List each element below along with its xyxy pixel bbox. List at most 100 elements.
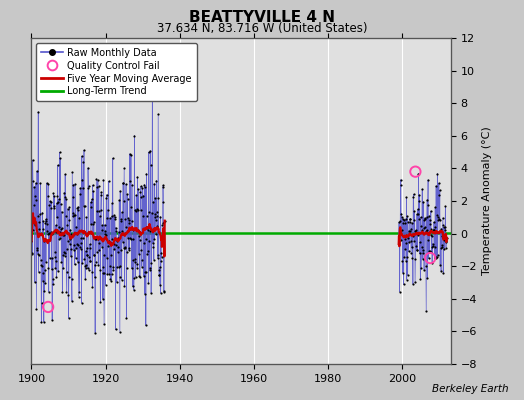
Point — [66, 241, 74, 247]
Point — [52, 274, 61, 280]
Point — [408, 220, 416, 226]
Point — [127, 265, 136, 272]
Point — [52, 200, 61, 206]
Point — [28, 250, 36, 256]
Point — [74, 204, 82, 210]
Point — [406, 216, 414, 222]
Point — [150, 180, 158, 187]
Point — [38, 278, 47, 284]
Point — [118, 209, 126, 215]
Point — [427, 226, 435, 232]
Point — [108, 200, 116, 207]
Point — [111, 214, 119, 220]
Point — [103, 214, 112, 221]
Point — [59, 232, 67, 238]
Point — [419, 198, 428, 205]
Point — [125, 217, 133, 223]
Point — [132, 207, 140, 214]
Point — [80, 202, 88, 209]
Point — [57, 200, 65, 207]
Point — [442, 238, 450, 244]
Point — [78, 260, 86, 266]
Point — [39, 226, 47, 232]
Point — [56, 229, 64, 236]
Point — [103, 192, 111, 198]
Point — [108, 155, 117, 162]
Point — [397, 176, 405, 183]
Point — [135, 237, 144, 243]
Point — [136, 274, 144, 280]
Point — [440, 224, 448, 230]
Point — [79, 234, 87, 241]
Point — [123, 196, 132, 202]
Point — [430, 226, 438, 233]
Point — [31, 180, 40, 186]
Point — [156, 214, 165, 220]
Point — [32, 306, 40, 312]
Point — [71, 261, 79, 268]
Point — [442, 244, 450, 251]
Point — [84, 165, 92, 171]
Point — [49, 203, 58, 210]
Point — [47, 266, 56, 273]
Text: Berkeley Earth: Berkeley Earth — [432, 384, 508, 394]
Point — [429, 240, 437, 247]
Point — [395, 219, 403, 226]
Point — [123, 265, 131, 271]
Point — [35, 269, 43, 275]
Point — [126, 234, 135, 241]
Point — [416, 250, 424, 257]
Point — [56, 235, 64, 241]
Point — [97, 189, 105, 195]
Point — [416, 239, 424, 246]
Point — [144, 226, 152, 233]
Point — [108, 236, 117, 243]
Point — [39, 218, 48, 224]
Point — [69, 210, 78, 216]
Point — [91, 330, 100, 336]
Point — [112, 224, 120, 231]
Point — [83, 252, 91, 258]
Point — [148, 226, 156, 233]
Point — [427, 232, 435, 238]
Point — [141, 322, 150, 329]
Point — [47, 228, 55, 235]
Point — [133, 205, 141, 212]
Point — [91, 261, 99, 268]
Point — [71, 181, 79, 187]
Point — [432, 254, 440, 260]
Point — [118, 228, 126, 234]
Point — [99, 264, 107, 270]
Point — [100, 321, 108, 328]
Point — [64, 292, 72, 299]
Point — [113, 279, 121, 285]
Point — [151, 195, 159, 202]
Point — [42, 259, 50, 265]
Point — [418, 186, 427, 192]
Point — [138, 256, 146, 263]
Point — [95, 247, 104, 254]
Point — [134, 206, 143, 213]
Point — [117, 247, 125, 253]
Point — [144, 248, 152, 255]
Point — [106, 276, 114, 282]
Point — [62, 269, 71, 275]
Point — [141, 236, 150, 243]
Point — [97, 192, 105, 198]
Point — [140, 240, 148, 247]
Point — [147, 290, 155, 296]
Point — [152, 209, 161, 216]
Point — [83, 244, 92, 251]
Point — [396, 229, 404, 235]
Point — [138, 213, 147, 220]
Point — [395, 238, 403, 244]
Point — [74, 293, 83, 300]
Point — [404, 218, 412, 225]
Point — [57, 258, 66, 265]
Point — [419, 246, 427, 253]
Point — [114, 244, 123, 250]
Point — [58, 225, 66, 231]
Point — [406, 219, 414, 226]
Point — [33, 247, 41, 253]
Point — [89, 182, 97, 188]
